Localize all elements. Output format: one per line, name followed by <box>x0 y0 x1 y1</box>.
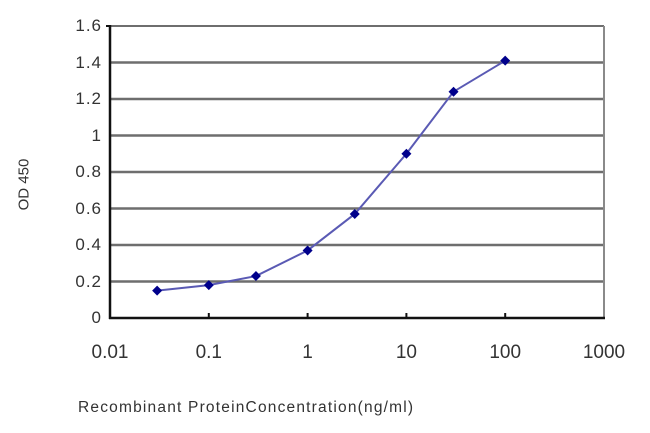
data-point-marker <box>349 208 360 219</box>
data-point-marker <box>302 245 313 256</box>
x-axis-title: Recombinant ProteinConcentration(ng/ml) <box>78 399 415 416</box>
y-axis-title: OD 450 <box>15 158 33 211</box>
data-point-marker <box>500 55 511 66</box>
series-markers <box>152 55 511 296</box>
x-tick-marks <box>207 313 507 318</box>
data-point-marker <box>152 285 163 296</box>
series-line <box>157 59 506 292</box>
y-tick-label: 0.6 <box>75 198 102 218</box>
gridlines <box>110 25 604 283</box>
x-tick-label: 100 <box>489 342 522 363</box>
y-tick-label: 1.4 <box>75 52 102 72</box>
x-tick-label: 0.01 <box>91 342 129 363</box>
y-tick-label: 1.2 <box>75 89 102 108</box>
data-point-marker <box>401 148 412 159</box>
y-tick-label: 0 <box>91 308 102 327</box>
y-tick-label: 0.4 <box>75 235 102 254</box>
data-point-marker <box>250 271 261 282</box>
x-tick-label: 0.1 <box>195 342 223 363</box>
plot-frame <box>106 25 605 320</box>
x-tick-label: 1000 <box>582 342 626 363</box>
data-point-marker <box>203 280 214 291</box>
y-tick-label: 0.8 <box>75 162 102 181</box>
y-tick-label: 1.6 <box>75 16 102 35</box>
data-point-marker <box>448 86 459 97</box>
x-tick-label: 1 <box>302 342 313 363</box>
x-tick-label: 10 <box>395 342 417 363</box>
y-tick-label: 1 <box>91 125 102 145</box>
y-tick-label: 0.2 <box>75 271 102 291</box>
